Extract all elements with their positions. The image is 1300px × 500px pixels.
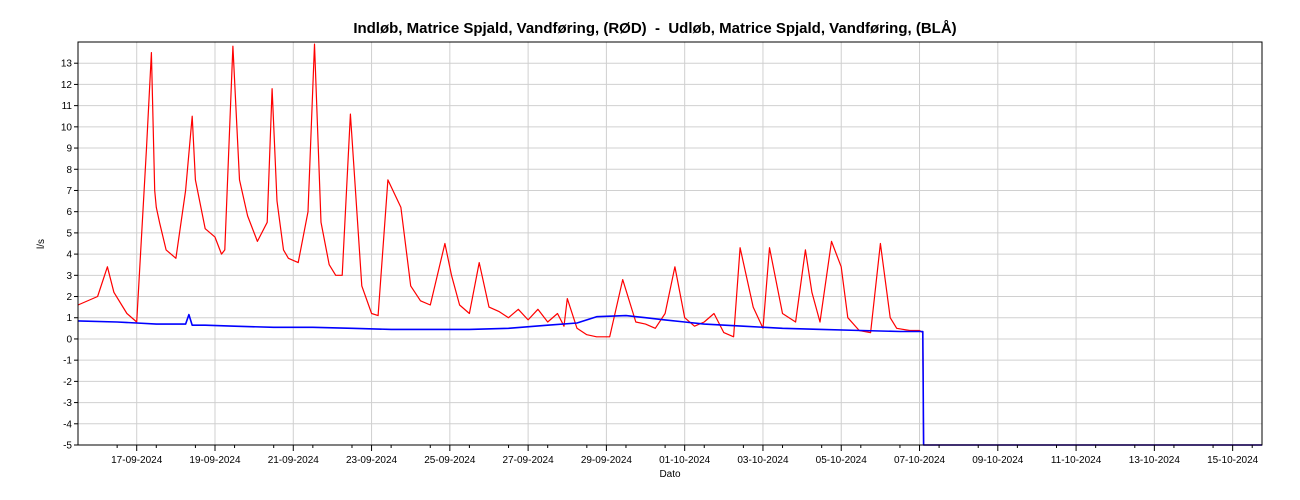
y-tick-label: 2 [66, 292, 72, 303]
y-tick-label: -3 [63, 398, 72, 409]
plot-background [78, 42, 1262, 445]
x-tick-label: 09-10-2024 [972, 455, 1024, 466]
x-tick-label: 21-09-2024 [268, 455, 320, 466]
y-tick-label: -5 [63, 441, 72, 452]
y-tick-label: 13 [61, 59, 73, 70]
x-tick-label: 03-10-2024 [737, 455, 789, 466]
y-tick-label: -1 [63, 356, 72, 367]
x-tick-label: 11-10-2024 [1051, 455, 1102, 466]
y-tick-label: 7 [66, 186, 72, 197]
x-tick-label: 05-10-2024 [816, 455, 868, 466]
x-axis-title: Dato [659, 469, 681, 480]
x-tick-label: 19-09-2024 [189, 455, 241, 466]
series-line-indloeb [77, 43, 1262, 446]
x-tick-label: 07-10-2024 [894, 455, 946, 466]
series-layer [77, 43, 1262, 446]
x-tick-label: 15-10-2024 [1207, 455, 1259, 466]
y-tick-label: 12 [61, 80, 73, 91]
y-tick-label: 4 [66, 250, 72, 261]
y-tick-label: 9 [66, 144, 72, 155]
plot-frame [77, 41, 1263, 446]
y-tick-label: 3 [66, 271, 72, 282]
x-tick-label: 29-09-2024 [581, 455, 633, 466]
x-tick-label: 27-09-2024 [503, 455, 555, 466]
y-tick-label: -2 [63, 377, 72, 388]
y-tick-label: 1 [66, 313, 72, 324]
y-tick-label: 8 [66, 165, 72, 176]
chart-title: Indløb, Matrice Spjald, Vandføring, (RØD… [353, 20, 957, 37]
series-line-udloeb [77, 313, 1262, 446]
y-tick-label: 0 [66, 334, 72, 345]
y-axis-title: l/s [36, 239, 47, 249]
y-tick-label: -4 [63, 419, 72, 430]
x-tick-label: 13-10-2024 [1129, 455, 1181, 466]
y-tick-label: 11 [62, 101, 73, 112]
y-tick-label: 6 [66, 207, 72, 218]
x-tick-label: 01-10-2024 [659, 455, 711, 466]
y-tick-label: 5 [66, 228, 72, 239]
y-tick-label: 10 [61, 122, 73, 133]
x-tick-label: 23-09-2024 [346, 455, 398, 466]
x-tick-label: 17-09-2024 [111, 455, 163, 466]
x-tick-label: 25-09-2024 [424, 455, 476, 466]
x-axis: 17-09-2024 19-09-2024 21-09-2024 23-09-2024… [111, 445, 1259, 466]
